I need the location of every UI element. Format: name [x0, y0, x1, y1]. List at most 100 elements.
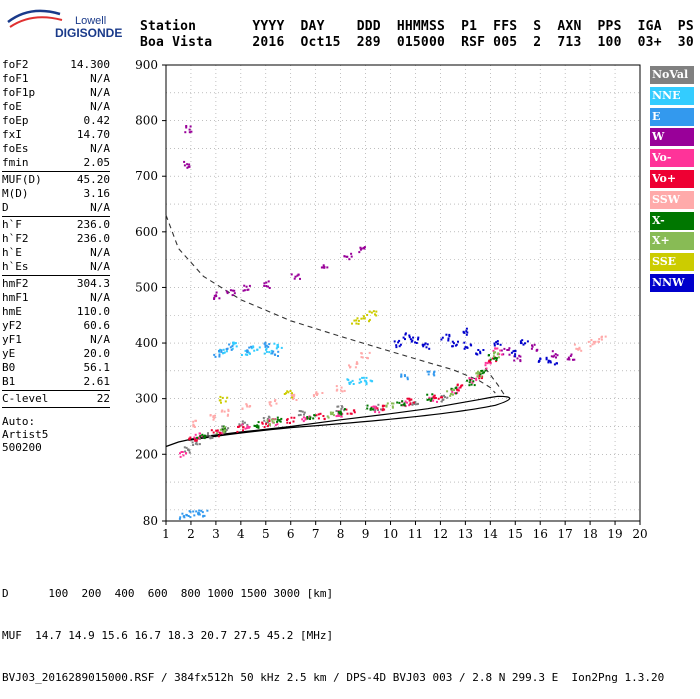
data-point-ssw: [245, 403, 248, 406]
data-point-x-: [466, 379, 469, 382]
data-point-nne: [276, 343, 279, 346]
data-point-e: [267, 345, 270, 348]
data-point-vo-: [383, 404, 386, 407]
data-point-w: [508, 347, 511, 350]
data-point-e: [202, 515, 205, 518]
data-point-x-: [497, 356, 500, 359]
data-point-noval: [188, 449, 191, 452]
data-point-vo-: [451, 390, 454, 393]
param-value: N/A: [90, 201, 110, 214]
data-point-w: [267, 285, 270, 288]
data-point-w: [363, 246, 366, 249]
data-point-x-: [338, 411, 341, 414]
data-point-vo-: [237, 425, 239, 428]
data-point-ssw: [268, 401, 271, 404]
data-point-x-: [449, 393, 452, 396]
x-tick-label: 6: [287, 527, 295, 541]
data-point-noval: [413, 403, 416, 405]
data-point-nnw: [393, 340, 396, 343]
data-point-ssw: [592, 340, 595, 343]
data-point-nnw: [499, 343, 502, 346]
data-point-w: [533, 343, 536, 346]
data-point-nne: [365, 382, 368, 385]
data-point-x-: [403, 404, 406, 407]
data-point-sse: [375, 314, 378, 317]
legend-item-e: E: [650, 107, 694, 126]
legend-item-nnw: NNW: [650, 273, 694, 292]
data-point-x-: [473, 384, 476, 387]
data-point-nne: [348, 381, 351, 384]
param-row: B0 56.1: [2, 361, 110, 375]
data-point-ssw: [576, 348, 579, 350]
data-point-ssw: [598, 338, 601, 340]
data-point-vo-: [340, 415, 343, 418]
x-tick-label: 5: [262, 527, 270, 541]
data-point-w: [531, 344, 533, 347]
param-separator: [2, 390, 110, 391]
param-value: N/A: [90, 260, 110, 273]
data-point-noval: [191, 441, 194, 444]
data-point-e: [268, 343, 271, 346]
data-point-x-: [484, 369, 487, 372]
param-key: hmF1: [2, 291, 29, 304]
data-point-noval: [373, 409, 376, 412]
data-point-nnw: [514, 353, 517, 356]
data-point-sse: [291, 392, 293, 395]
data-point-vo-: [247, 426, 250, 428]
data-point-sse: [375, 310, 378, 313]
data-point-sse: [368, 320, 370, 323]
data-point-noval: [187, 448, 189, 451]
data-point-x-: [280, 417, 283, 420]
data-point-vo-: [317, 413, 320, 416]
data-point-vo-: [376, 407, 379, 410]
param-key: yF2: [2, 319, 22, 332]
param-row: D N/A: [2, 201, 110, 215]
data-point-nnw: [495, 341, 498, 344]
data-point-noval: [221, 425, 224, 428]
data-point-vo-: [372, 405, 375, 408]
data-point-x-: [203, 435, 206, 438]
data-point-w: [553, 354, 556, 357]
data-point-x-: [392, 402, 395, 405]
data-point-vo-: [198, 436, 201, 439]
auto-label: Auto:: [2, 415, 36, 428]
y-tick-label: 400: [135, 336, 158, 350]
data-point-vo-: [195, 439, 198, 442]
data-point-w: [243, 289, 246, 292]
data-point-nnw: [454, 344, 457, 347]
data-point-x-: [398, 401, 401, 404]
data-point-nne: [362, 376, 365, 379]
data-point-vo-: [274, 424, 277, 427]
data-point-nnw: [404, 332, 407, 335]
data-point-vo-: [266, 425, 269, 428]
data-point-nne: [234, 342, 237, 345]
data-point-nnw: [514, 355, 517, 358]
data-point-noval: [300, 410, 303, 413]
data-point-vo-: [468, 377, 471, 380]
data-point-w: [213, 298, 216, 300]
data-point-e: [427, 373, 430, 376]
data-point-w: [360, 247, 363, 250]
data-point-x-: [391, 406, 394, 409]
data-point-vo-: [475, 377, 478, 380]
data-point-nnw: [399, 343, 402, 346]
data-point-vo-: [456, 388, 458, 391]
data-point-nnw: [462, 330, 465, 333]
data-point-ssw: [594, 340, 597, 343]
data-point-w: [188, 128, 191, 131]
data-point-e: [198, 513, 201, 516]
legend-item-x-: X+: [650, 232, 694, 251]
polarization-legend: NoVal NNE E W Vo- Vo+ SSW X- X+ SSE NNW: [650, 66, 694, 295]
data-point-vo-: [315, 414, 318, 417]
data-point-ssw: [245, 404, 248, 407]
data-point-sse: [220, 401, 222, 404]
data-point-x-: [481, 372, 484, 375]
data-point-ssw: [212, 415, 215, 418]
data-point-e: [179, 516, 182, 519]
data-point-w: [519, 355, 522, 358]
data-point-ssw: [268, 403, 271, 406]
data-point-nnw: [463, 341, 466, 344]
data-point-w: [297, 273, 300, 276]
data-point-noval: [207, 432, 209, 435]
data-point-nnw: [524, 342, 526, 345]
